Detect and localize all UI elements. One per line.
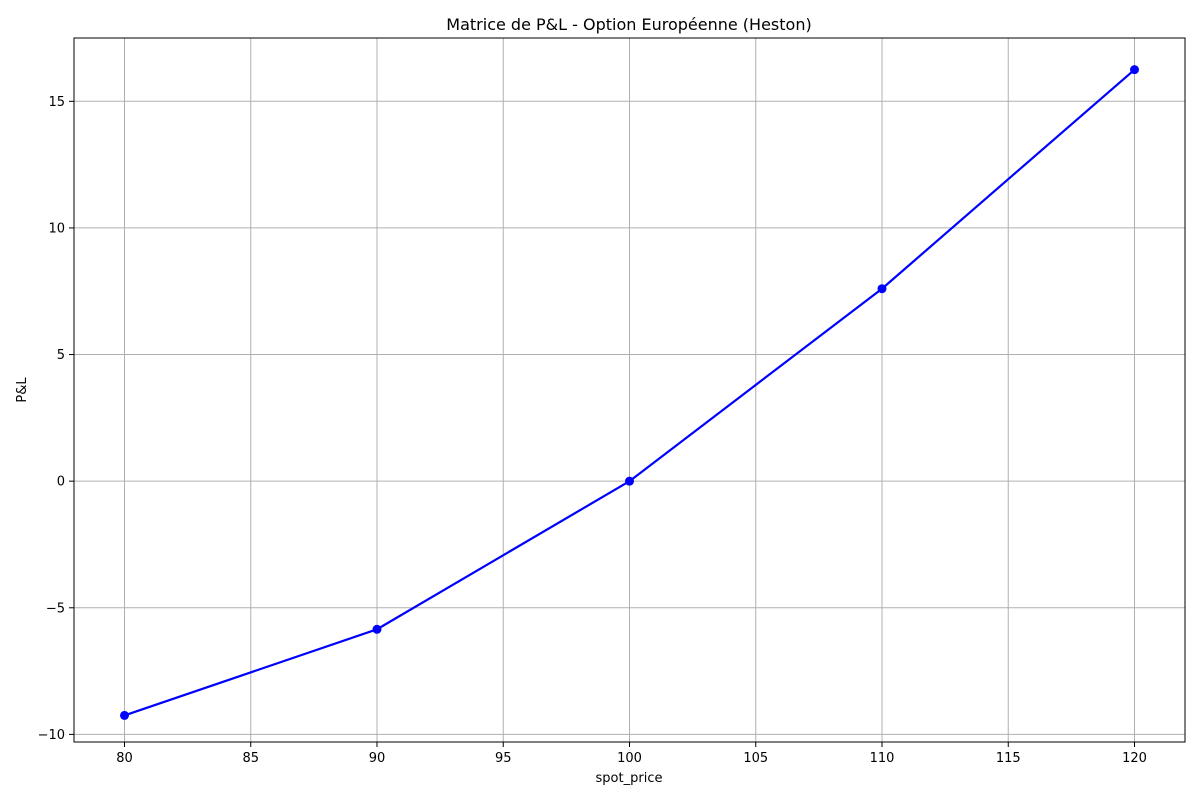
x-tick-label: 80	[116, 751, 133, 766]
plot-frame	[73, 37, 1186, 743]
data-point	[120, 710, 129, 720]
data-point	[625, 476, 634, 486]
y-tick-label: 10	[48, 221, 65, 236]
y-tick-label: 5	[57, 348, 65, 363]
x-axis-label: spot_price	[596, 771, 663, 786]
y-tick-label: 15	[48, 95, 65, 110]
y-tick-label: −10	[38, 728, 65, 743]
chart-title: Matrice de P&L - Option Européenne (Hest…	[446, 15, 811, 34]
x-tick-label: 110	[870, 751, 895, 766]
x-tick-label: 95	[495, 751, 512, 766]
data-point	[1130, 65, 1139, 75]
x-tick-label: 100	[617, 751, 642, 766]
x-tick-label: 120	[1122, 751, 1147, 766]
data-point	[877, 284, 887, 294]
data-series	[120, 65, 1139, 720]
y-tick-label: −5	[46, 601, 65, 616]
axis-ticks: 80 85 90 95 100 105 110 115 120 −10 −5 0 5 10 15	[38, 95, 1147, 766]
data-point	[372, 624, 382, 634]
x-tick-label: 90	[369, 751, 386, 766]
y-axis-label: P&L	[15, 377, 30, 403]
x-tick-label: 115	[996, 751, 1021, 766]
x-tick-label: 85	[242, 751, 259, 766]
grid-lines	[74, 38, 1185, 742]
y-tick-label: 0	[57, 475, 65, 490]
x-tick-label: 105	[743, 751, 768, 766]
